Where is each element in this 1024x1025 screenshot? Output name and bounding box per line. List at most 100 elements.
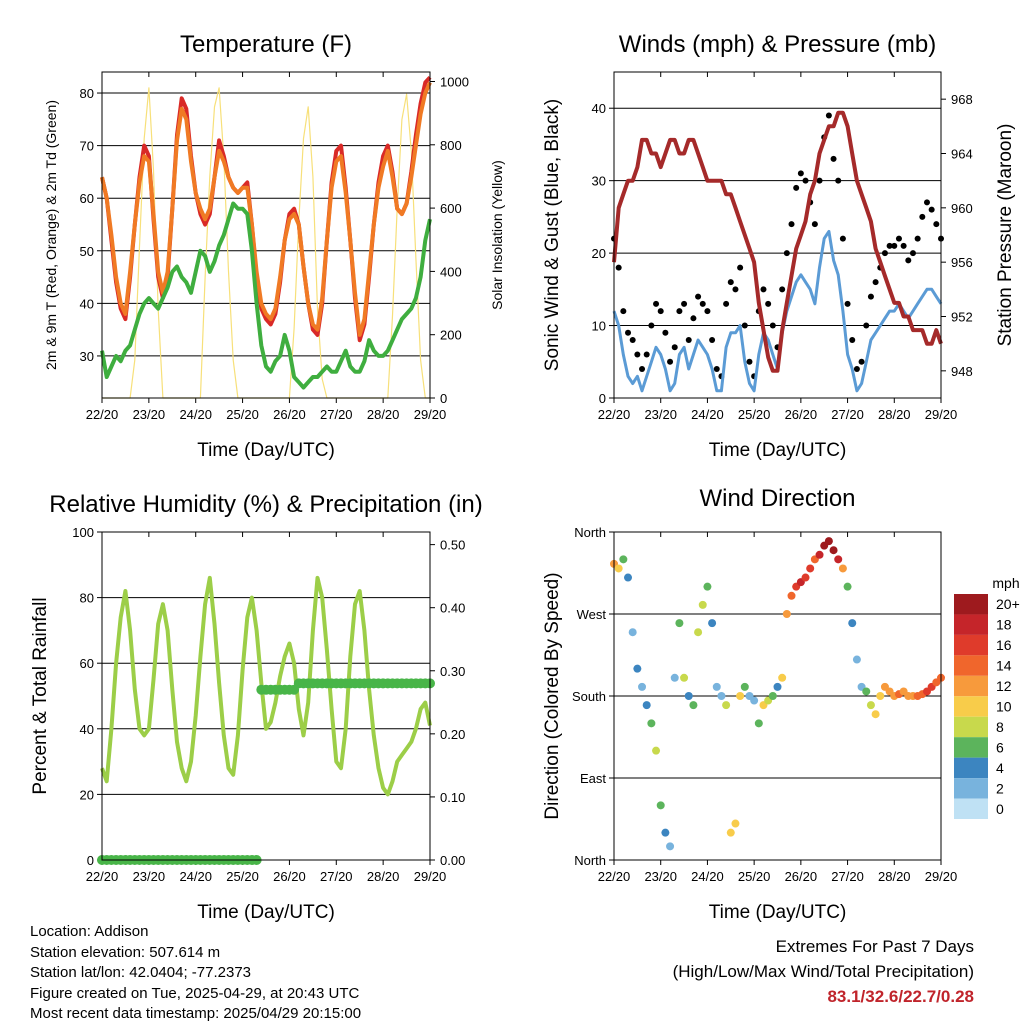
y-tick-label: West <box>577 607 607 622</box>
gust-point <box>881 250 888 257</box>
direction-point <box>624 573 633 582</box>
gust-point <box>914 235 921 242</box>
x-tick-label: 24/20 <box>691 407 724 422</box>
colorbar-swatch <box>954 696 988 717</box>
y2-tick-label: 0.30 <box>440 664 465 679</box>
colorbar-swatch <box>954 594 988 615</box>
direction-point <box>876 692 885 700</box>
y-tick-label: 40 <box>80 296 94 311</box>
gust-point <box>634 351 641 358</box>
gust-point <box>867 293 874 300</box>
extremes-subtitle: (High/Low/Max Wind/Total Precipitation) <box>672 962 974 981</box>
gust-point <box>900 242 907 249</box>
y2-tick-label: 0.40 <box>440 601 465 616</box>
gust-point <box>895 235 902 242</box>
x-axis-label: Time (Day/UTC) <box>197 440 335 461</box>
gust-point <box>839 235 846 242</box>
y2-tick-label: 0.00 <box>440 853 465 868</box>
direction-point <box>722 701 731 710</box>
plot-frame <box>101 531 431 861</box>
gust-point <box>844 300 851 307</box>
direction-point <box>866 701 875 710</box>
gust-point <box>723 300 730 307</box>
y-tick-label: 40 <box>592 101 606 116</box>
gust-point <box>816 177 823 184</box>
x-tick-label: 23/20 <box>644 869 677 884</box>
direction-point <box>712 682 721 691</box>
x-tick-label: 23/20 <box>133 869 166 884</box>
direction-point <box>750 696 759 705</box>
gust-point <box>667 358 674 365</box>
colorbar-tick-label: 18 <box>996 617 1012 633</box>
direction-point <box>843 582 852 591</box>
gust-point <box>620 308 627 315</box>
gust-point <box>625 329 632 336</box>
colorbar-tick-label: 4 <box>996 760 1004 776</box>
gust-point <box>909 250 916 257</box>
x-tick-label: 26/20 <box>785 869 818 884</box>
x-tick-label: 27/20 <box>320 407 353 422</box>
x-tick-label: 24/20 <box>179 869 212 884</box>
colorbar-swatch <box>954 778 988 799</box>
direction-point <box>675 619 684 628</box>
gust-point <box>928 206 935 213</box>
y-tick-label: 20 <box>592 246 606 261</box>
colorbar-swatch <box>954 614 988 635</box>
colorbar-tick-label: 14 <box>996 658 1012 674</box>
gust-point <box>685 337 692 344</box>
x-tick-label: 25/20 <box>738 407 771 422</box>
gust-point <box>676 308 683 315</box>
y-tick-label: 100 <box>72 525 94 540</box>
y2-tick-label: 800 <box>440 138 462 153</box>
chart-panel-1: Temperature (F)3040506070800200400600800… <box>43 31 505 461</box>
direction-point <box>698 600 707 609</box>
direction-point <box>815 550 824 559</box>
x-tick-label: 26/20 <box>273 407 306 422</box>
colorbar-tick-label: 0 <box>996 801 1004 817</box>
y-tick-label: 50 <box>80 244 94 259</box>
direction-point <box>652 746 661 755</box>
chart-title: Relative Humidity (%) & Precipitation (i… <box>49 491 482 518</box>
direction-point <box>684 692 693 700</box>
y-tick-label: 0 <box>599 391 606 406</box>
x-tick-label: 29/20 <box>925 407 958 422</box>
direction-point <box>787 591 796 600</box>
chart-panel-3: Relative Humidity (%) & Precipitation (i… <box>30 491 483 923</box>
plot-frame <box>613 71 942 399</box>
gust-point <box>788 221 795 228</box>
gust-point <box>690 315 697 322</box>
direction-point <box>834 555 843 564</box>
y2-tick-label: 0.10 <box>440 790 465 805</box>
direction-point <box>670 673 679 682</box>
extremes-title: Extremes For Past 7 Days <box>775 937 974 956</box>
gust-point <box>671 344 678 351</box>
direction-point <box>848 619 857 628</box>
colorbar-swatch <box>954 716 988 738</box>
gust-point <box>783 250 790 257</box>
x-tick-label: 22/20 <box>86 869 119 884</box>
gust-point <box>891 242 898 249</box>
9m-t-line <box>100 81 432 337</box>
gust-point <box>797 170 804 177</box>
station-location: Location: Addison <box>30 923 149 940</box>
x-tick-label: 26/20 <box>785 407 818 422</box>
direction-point <box>666 842 675 851</box>
y-tick-label: North <box>574 853 606 868</box>
direction-point <box>661 828 670 837</box>
direction-point <box>638 682 647 691</box>
gust-point <box>760 286 767 293</box>
y2-tick-label: 1000 <box>440 74 469 89</box>
y-axis-label: Direction (Colored By Speed) <box>542 572 563 819</box>
direction-point <box>782 610 791 618</box>
chart-title: Winds (mph) & Pressure (mb) <box>619 31 936 58</box>
direction-point <box>806 564 815 573</box>
extremes-values: 83.1/32.6/22.7/0.28 <box>827 987 974 1006</box>
y-axis-label: Sonic Wind & Gust (Blue, Black) <box>542 99 563 371</box>
y2-tick-label: 0.50 <box>440 538 465 553</box>
direction-point <box>778 673 787 682</box>
y-tick-label: 40 <box>80 722 94 737</box>
x-tick-label: 25/20 <box>226 869 259 884</box>
y-tick-label: North <box>574 525 606 540</box>
x-tick-label: 27/20 <box>320 869 353 884</box>
colorbar-tick-label: 2 <box>996 780 1004 796</box>
